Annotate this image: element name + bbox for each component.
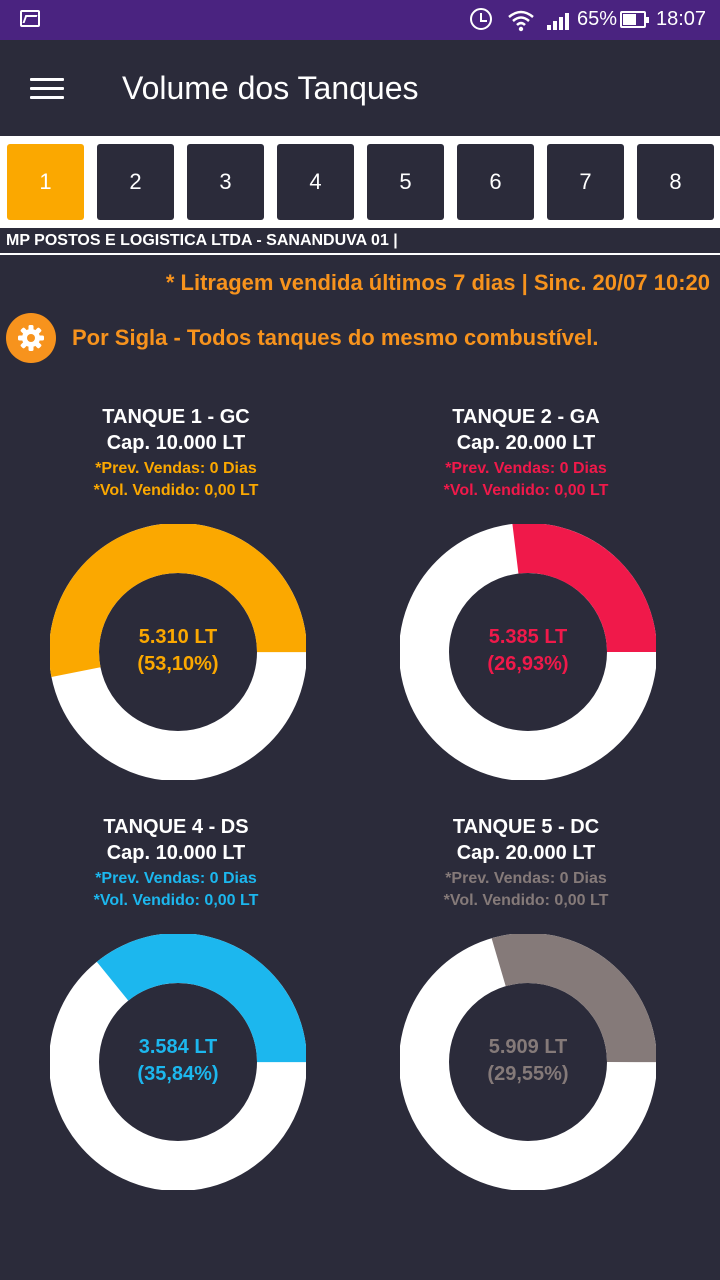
tab-7[interactable]: 7 xyxy=(547,144,624,220)
tank-percent: (53,10%) xyxy=(137,653,219,675)
tank-percent: (29,55%) xyxy=(487,1063,569,1085)
tank-capacity: Cap. 20.000 LT xyxy=(456,842,596,864)
signal-icon xyxy=(547,10,573,30)
page-title: Volume dos Tanques xyxy=(122,70,419,106)
tank-card[interactable]: TANQUE 1 - GC Cap. 10.000 LT *Prev. Vendas… xyxy=(26,404,326,781)
alarm-icon xyxy=(470,8,492,30)
tank-prev-vendas: *Prev. Vendas: 0 Dias xyxy=(95,870,257,887)
donut-fill-arc xyxy=(399,933,657,1192)
donut-fill-arc xyxy=(49,933,307,1191)
tank-volume: 5.310 LT xyxy=(138,626,218,648)
tab-2[interactable]: 2 xyxy=(97,144,174,220)
tab-3[interactable]: 3 xyxy=(187,144,264,220)
tank-card[interactable]: TANQUE 4 - DS Cap. 10.000 LT *Prev. Vendas… xyxy=(26,814,326,1191)
tank-capacity: Cap. 10.000 LT xyxy=(106,842,246,864)
hamburger-menu-icon[interactable] xyxy=(30,78,64,100)
status-bar: 65% 18:07 xyxy=(0,0,720,40)
tab-1[interactable]: 1 xyxy=(7,144,84,220)
tank-card[interactable]: TANQUE 2 - GA Cap. 20.000 LT *Prev. Vendas… xyxy=(376,404,676,781)
tank-vol-vendido: *Vol. Vendido: 0,00 LT xyxy=(93,482,259,499)
filter-label: Por Sigla - Todos tanques do mesmo combu… xyxy=(72,325,599,350)
donut-center-label: 5.310 LT (53,10%) xyxy=(50,624,306,678)
tank-volume: 3.584 LT xyxy=(138,1036,218,1058)
tank-volume: 5.385 LT xyxy=(488,626,568,648)
gallery-icon xyxy=(20,10,40,27)
app-bar: Volume dos Tanques xyxy=(0,40,720,136)
battery-icon xyxy=(620,11,649,28)
tab-4[interactable]: 4 xyxy=(277,144,354,220)
tank-prev-vendas: *Prev. Vendas: 0 Dias xyxy=(445,460,607,477)
tank-title: TANQUE 4 - DS xyxy=(103,816,249,838)
tank-volume: 5.909 LT xyxy=(488,1036,568,1058)
tab-5[interactable]: 5 xyxy=(367,144,444,220)
tank-level-donut: 5.385 LT (26,93%) xyxy=(399,523,657,781)
tank-capacity: Cap. 20.000 LT xyxy=(456,432,596,454)
tank-title: TANQUE 5 - DC xyxy=(452,816,600,838)
tank-level-donut: 5.909 LT (29,55%) xyxy=(399,933,657,1192)
tank-title: TANQUE 1 - GC xyxy=(102,406,250,428)
donut-center-label: 5.385 LT (26,93%) xyxy=(400,624,656,678)
company-name: MP POSTOS E LOGISTICA LTDA - SANANDUVA 0… xyxy=(6,232,398,249)
gear-icon[interactable] xyxy=(6,313,56,363)
tank-vol-vendido: *Vol. Vendido: 0,00 LT xyxy=(443,892,609,909)
donut-fill-arc xyxy=(48,523,307,781)
donut-center-label: 5.909 LT (29,55%) xyxy=(400,1034,656,1088)
tab-8[interactable]: 8 xyxy=(637,144,714,220)
tank-percent: (26,93%) xyxy=(487,653,569,675)
tank-card[interactable]: TANQUE 5 - DC Cap. 20.000 LT *Prev. Vendas… xyxy=(376,814,676,1192)
tank-vol-vendido: *Vol. Vendido: 0,00 LT xyxy=(93,892,259,909)
tab-6[interactable]: 6 xyxy=(457,144,534,220)
tank-prev-vendas: *Prev. Vendas: 0 Dias xyxy=(95,460,257,477)
tank-capacity: Cap. 10.000 LT xyxy=(106,432,246,454)
clock: 18:07 xyxy=(656,8,707,30)
sync-info: * Litragem vendida últimos 7 dias | Sinc… xyxy=(165,270,710,295)
wifi-icon xyxy=(508,10,534,32)
tank-level-donut: 5.310 LT (53,10%) xyxy=(48,523,307,781)
tank-title: TANQUE 2 - GA xyxy=(452,406,600,428)
company-bar: MP POSTOS E LOGISTICA LTDA - SANANDUVA 0… xyxy=(0,228,720,255)
battery-percent: 65% xyxy=(577,8,618,30)
donut-center-label: 3.584 LT (35,84%) xyxy=(50,1034,306,1088)
tank-prev-vendas: *Prev. Vendas: 0 Dias xyxy=(445,870,607,887)
tank-percent: (35,84%) xyxy=(137,1063,219,1085)
tank-vol-vendido: *Vol. Vendido: 0,00 LT xyxy=(443,482,609,499)
tank-level-donut: 3.584 LT (35,84%) xyxy=(49,933,307,1191)
